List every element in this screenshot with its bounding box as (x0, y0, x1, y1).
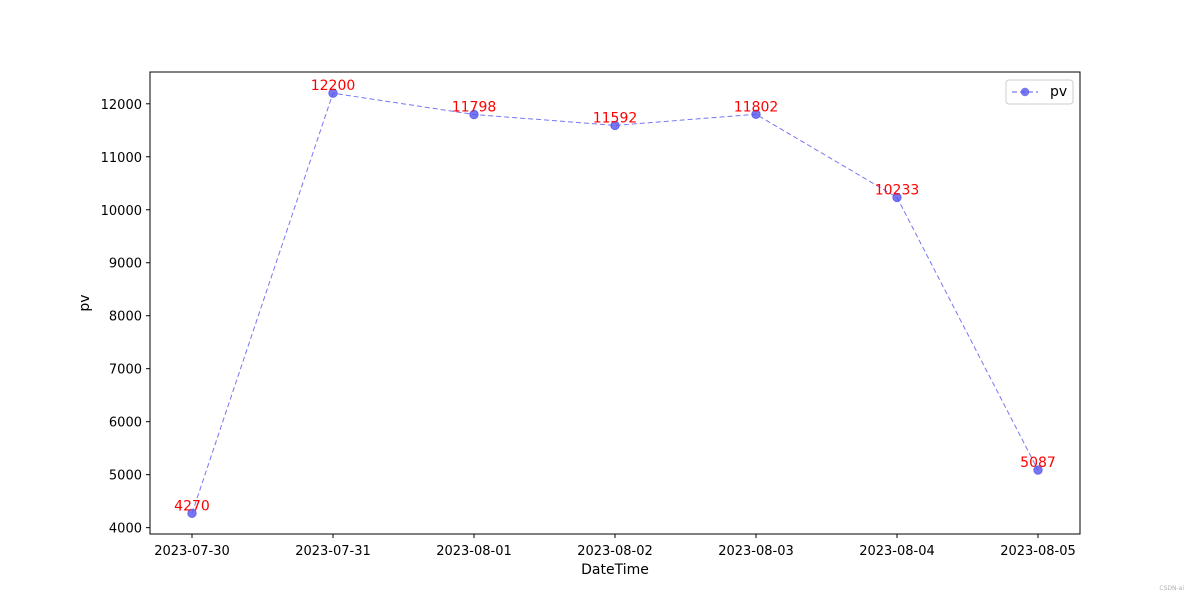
legend-marker-swatch (1020, 87, 1030, 97)
legend-box (1005, 79, 1074, 105)
plot-area (149, 71, 1081, 535)
data-point (187, 508, 197, 519)
x-tick-label: 2023-08-02 (577, 544, 653, 559)
data-point (610, 120, 620, 131)
y-tick-label: 5000 (109, 469, 142, 484)
data-point (469, 109, 479, 120)
y-axis: 4000 5000 6000 7000 8000 9000 10000 11000 12000 (101, 98, 150, 537)
data-label: 10233 (875, 182, 920, 198)
legend: pv (1005, 79, 1074, 105)
y-tick-label: 12000 (101, 98, 142, 113)
watermark: CSDN-ai (1159, 585, 1184, 592)
data-label: 12200 (311, 78, 356, 94)
data-point (328, 88, 338, 98)
data-label: 5087 (1020, 455, 1056, 471)
data-point (1033, 465, 1043, 475)
y-tick-label: 4000 (109, 522, 142, 537)
y-axis-title: pv (77, 294, 93, 311)
y-tick-label: 6000 (109, 416, 142, 431)
y-tick-label: 7000 (109, 363, 142, 378)
x-axis: 2023-07-30 2023-07-31 2023-08-01 2023-08-02… (154, 534, 1076, 559)
y-tick-label: 9000 (109, 257, 142, 272)
data-label: 11592 (593, 110, 638, 126)
y-tick-label: 8000 (109, 310, 142, 325)
data-labels: 4270 12200 11798 11592 11802 10233 5087 (174, 78, 1056, 514)
x-tick-label: 2023-08-01 (436, 544, 512, 559)
x-tick-label: 2023-08-04 (859, 544, 935, 559)
data-point (892, 192, 902, 203)
data-label: 4270 (174, 498, 210, 514)
x-tick-label: 2023-07-30 (154, 544, 230, 559)
data-label: 11798 (452, 99, 497, 115)
data-point (751, 109, 761, 119)
x-tick-label: 2023-07-31 (295, 544, 371, 559)
y-tick-label: 10000 (101, 204, 142, 219)
data-points (187, 88, 1043, 519)
legend-label: pv (1050, 84, 1067, 100)
data-label: 11802 (734, 99, 779, 115)
y-tick-label: 11000 (101, 151, 142, 166)
x-axis-title: DateTime (581, 562, 649, 578)
x-tick-label: 2023-08-03 (718, 544, 794, 559)
x-tick-label: 2023-08-05 (1000, 544, 1076, 559)
